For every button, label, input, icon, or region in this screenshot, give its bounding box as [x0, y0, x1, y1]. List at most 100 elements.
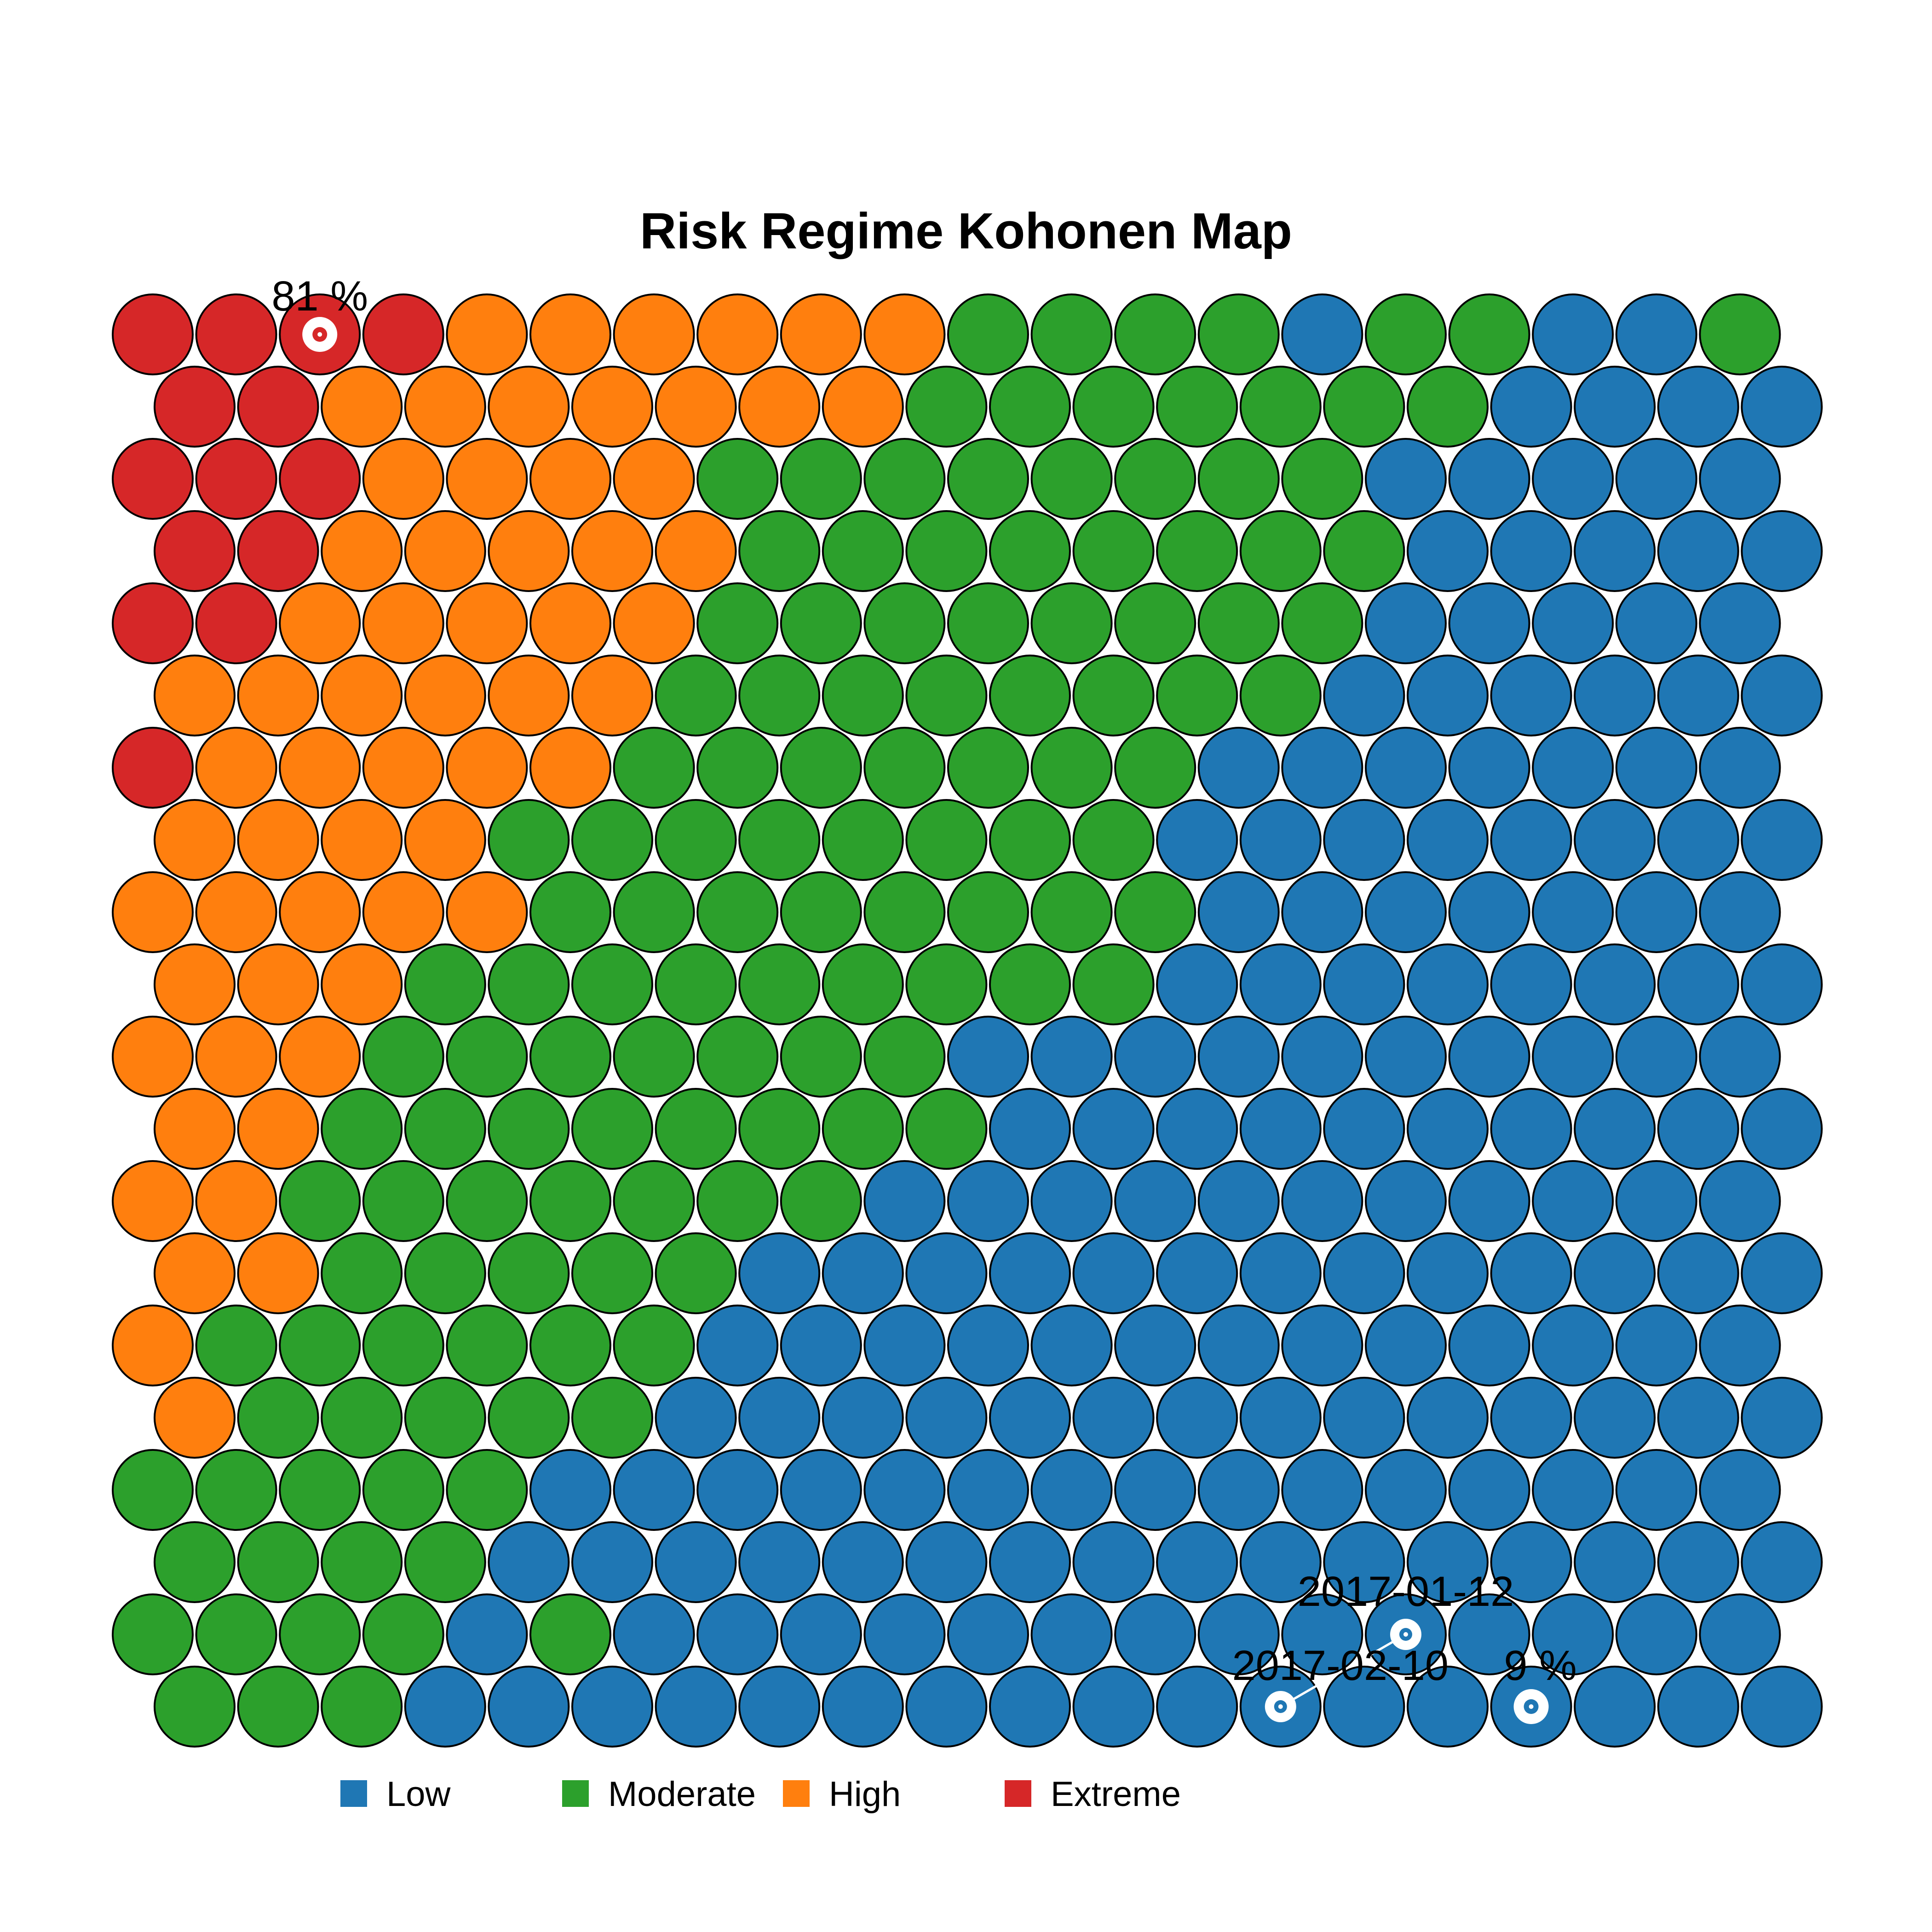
som-cell-low — [1323, 943, 1405, 1025]
som-cell-high — [321, 799, 403, 881]
som-cell-moderate — [362, 1160, 444, 1242]
som-cell-moderate — [1072, 510, 1155, 592]
som-cell-moderate — [947, 582, 1029, 664]
som-cell-low — [1615, 438, 1697, 520]
som-cell-low — [1490, 366, 1572, 448]
som-cell-low — [738, 1521, 821, 1603]
som-cell-moderate — [780, 871, 862, 953]
som-cell-low — [1532, 1593, 1614, 1675]
som-cell-moderate — [112, 1449, 194, 1531]
som-cell-low — [1532, 438, 1614, 520]
legend-swatch-low — [340, 1780, 367, 1807]
som-cell-moderate — [1239, 510, 1322, 592]
som-cell-low — [1657, 1521, 1739, 1603]
som-cell-moderate — [1323, 366, 1405, 448]
som-cell-moderate — [822, 1088, 904, 1170]
som-cell-low — [655, 1666, 737, 1748]
som-cell-high — [488, 510, 570, 592]
som-cell-high — [321, 655, 403, 736]
som-cell-low — [1532, 1305, 1614, 1386]
som-cell-low — [905, 1232, 988, 1314]
som-cell-moderate — [1197, 438, 1280, 520]
marker-label: 2017-01-12 — [1298, 1568, 1514, 1615]
chart-title: Risk Regime Kohonen Map — [640, 203, 1292, 259]
som-cell-low — [947, 1016, 1029, 1098]
som-cell-low — [1657, 943, 1739, 1025]
som-cell-low — [1323, 799, 1405, 881]
som-cell-moderate — [905, 366, 988, 448]
som-cell-high — [154, 1088, 236, 1170]
som-cell-low — [1030, 1449, 1113, 1531]
som-cell-high — [112, 1016, 194, 1098]
som-cell-low — [1407, 799, 1489, 881]
som-cell-moderate — [696, 1160, 779, 1242]
som-cell-moderate — [696, 727, 779, 809]
som-cell-moderate — [863, 438, 946, 520]
som-cell-low — [1197, 1160, 1280, 1242]
som-cell-moderate — [738, 943, 821, 1025]
som-cell-moderate — [863, 871, 946, 953]
som-cell-high — [362, 582, 444, 664]
legend-label-low: Low — [386, 1775, 451, 1814]
som-cell-low — [655, 1377, 737, 1459]
som-cell-low — [1156, 1232, 1238, 1314]
som-cell-low — [1741, 1088, 1823, 1170]
legend-swatch-moderate — [562, 1780, 589, 1807]
som-cell-low — [1323, 655, 1405, 736]
som-cell-moderate — [404, 1377, 486, 1459]
som-cell-low — [1365, 582, 1447, 664]
som-cell-low — [1741, 366, 1823, 448]
som-cell-moderate — [989, 366, 1071, 448]
marker-label: 81 % — [271, 273, 368, 320]
som-cell-low — [1532, 727, 1614, 809]
som-cell-low — [1741, 655, 1823, 736]
som-cell-moderate — [529, 871, 611, 953]
som-cell-extreme — [195, 293, 277, 375]
som-cell-low — [1574, 655, 1656, 736]
som-cell-moderate — [989, 799, 1071, 881]
som-cell-low — [1281, 871, 1363, 953]
som-cell-low — [1574, 1377, 1656, 1459]
som-cell-low — [863, 1449, 946, 1531]
som-cell-moderate — [738, 510, 821, 592]
som-cell-extreme — [112, 582, 194, 664]
som-cell-low — [1448, 1449, 1530, 1531]
som-cell-moderate — [195, 1593, 277, 1675]
som-cell-low — [1407, 510, 1489, 592]
som-cell-moderate — [822, 510, 904, 592]
som-cell-low — [1490, 510, 1572, 592]
som-cell-moderate — [488, 1232, 570, 1314]
som-cell-low — [1448, 438, 1530, 520]
som-cell-low — [446, 1593, 528, 1675]
som-cell-moderate — [655, 799, 737, 881]
som-cell-moderate — [822, 799, 904, 881]
som-cell-moderate — [947, 727, 1029, 809]
som-cell-moderate — [529, 1016, 611, 1098]
som-cell-moderate — [696, 871, 779, 953]
som-cell-low — [1490, 1088, 1572, 1170]
som-cell-low — [989, 1666, 1071, 1748]
som-cell-low — [1407, 1666, 1489, 1748]
som-cell-moderate — [404, 1521, 486, 1603]
som-cell-low — [1239, 1377, 1322, 1459]
som-cell-extreme — [237, 366, 319, 448]
som-cell-moderate — [1365, 293, 1447, 375]
som-cell-low — [1699, 1016, 1781, 1098]
som-cell-low — [1615, 727, 1697, 809]
som-cell-high — [446, 871, 528, 953]
som-cell-low — [1281, 1016, 1363, 1098]
som-cell-high — [279, 727, 361, 809]
som-cell-high — [613, 582, 695, 664]
som-cell-low — [1699, 582, 1781, 664]
som-cell-low — [1657, 1666, 1739, 1748]
som-cell-moderate — [1699, 293, 1781, 375]
som-cell-low — [1030, 1593, 1113, 1675]
som-cell-low — [1365, 1016, 1447, 1098]
som-cell-low — [1281, 727, 1363, 809]
som-cell-low — [1532, 293, 1614, 375]
som-cell-moderate — [529, 1593, 611, 1675]
legend: Low Moderate High Extreme — [340, 1775, 1181, 1814]
som-cell-low — [1156, 1521, 1238, 1603]
som-cell-low — [1657, 1232, 1739, 1314]
som-cell-low — [822, 1232, 904, 1314]
